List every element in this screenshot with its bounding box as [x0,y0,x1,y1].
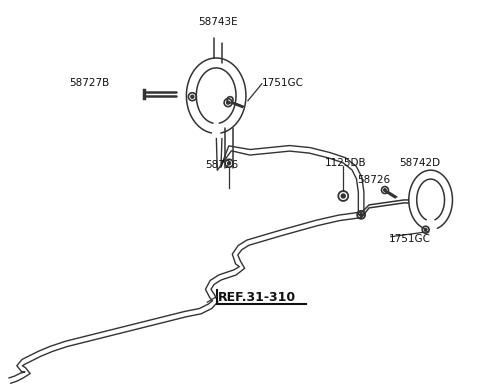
Circle shape [384,189,386,191]
Circle shape [227,101,229,104]
Text: 1125DB: 1125DB [324,158,366,168]
Text: 1751GC: 1751GC [262,78,304,88]
Circle shape [341,194,345,198]
Text: REF.31-310: REF.31-310 [218,291,296,304]
Text: 58726: 58726 [357,175,390,185]
Circle shape [228,162,230,165]
Text: 1751GC: 1751GC [389,234,431,244]
Text: 58726: 58726 [205,160,239,170]
Circle shape [424,228,427,231]
Text: 58743E: 58743E [198,17,238,27]
Text: 58742D: 58742D [399,158,440,168]
Circle shape [191,95,194,98]
Text: 58727B: 58727B [69,78,109,88]
Circle shape [360,213,362,216]
